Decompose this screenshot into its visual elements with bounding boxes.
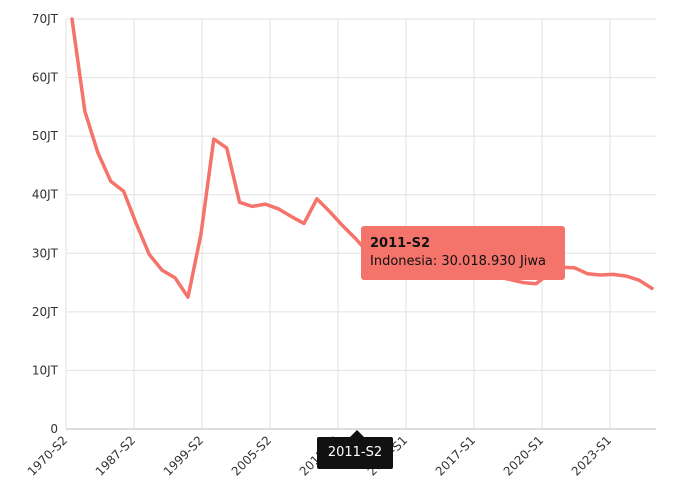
y-tick-label: 60JT <box>32 71 59 85</box>
y-tick-label: 30JT <box>32 246 59 260</box>
tooltip-value: Indonesia: 30.018.930 Jiwa <box>370 254 546 269</box>
y-tick-label: 50JT <box>32 129 59 143</box>
x-tick-label: 2020-S1 <box>501 433 546 478</box>
y-tick-label: 70JT <box>32 12 59 26</box>
y-tick-label: 40JT <box>32 188 59 202</box>
x-tick-label: 2017-S1 <box>433 433 478 478</box>
x-tick-label: 2005-S2 <box>229 433 274 478</box>
data-tooltip: 2011-S2 Indonesia: 30.018.930 Jiwa <box>361 226 565 280</box>
y-tick-label: 0 <box>50 422 58 436</box>
y-tick-label: 20JT <box>32 305 59 319</box>
x-axis-tooltip: 2011-S2 <box>317 437 393 469</box>
x-gridlines <box>65 19 611 429</box>
x-tick-label: 1987-S2 <box>93 433 138 478</box>
x-tick-label: 2023-S1 <box>569 433 614 478</box>
tooltip-title: 2011-S2 <box>370 236 430 251</box>
x-tick-label: 1970-S2 <box>25 433 70 478</box>
axis-tooltip-pointer <box>350 430 364 437</box>
x-tick-label: 1999-S2 <box>161 433 206 478</box>
y-gridlines <box>66 18 656 371</box>
y-tick-label: 10JT <box>32 363 59 377</box>
y-axis-tick-labels: 0 10JT 20JT 30JT 40JT 50JT 60JT 70JT <box>32 12 59 436</box>
